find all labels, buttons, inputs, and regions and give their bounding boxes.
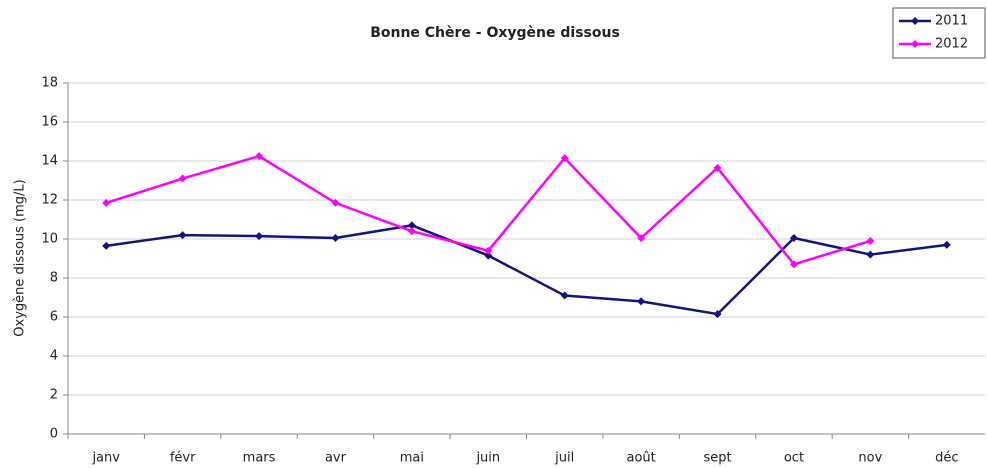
x-tick-label: avr [325, 451, 347, 466]
y-axis-label: Oxygène dissous (mg/L) [13, 179, 28, 336]
point [866, 250, 875, 259]
y-tick-label: 0 [50, 427, 58, 442]
point [484, 251, 493, 260]
y-tick-label: 2 [50, 388, 58, 403]
point [637, 297, 646, 306]
point [102, 241, 111, 250]
point [713, 163, 722, 172]
point [637, 234, 646, 243]
legend-box [892, 7, 986, 59]
y-tick-label: 12 [41, 193, 58, 208]
legend-marker [911, 40, 919, 48]
x-tick-label: juin [475, 451, 500, 466]
y-tick-label: 6 [50, 310, 58, 325]
point [484, 246, 493, 255]
series-line [106, 224, 947, 316]
x-tick-label: janv [91, 451, 120, 466]
point [407, 221, 416, 230]
point [560, 291, 569, 300]
x-tick-label: mars [243, 451, 276, 466]
point [407, 227, 416, 236]
x-tick-label: oct [784, 451, 804, 466]
point [178, 174, 187, 183]
chart-title: Bonne Chère - Oxygène dissous [370, 25, 620, 41]
x-tick-label: juil [554, 451, 574, 466]
point [331, 234, 340, 243]
y-tick-label: 16 [41, 115, 58, 130]
point [560, 154, 569, 163]
x-tick-label: août [626, 451, 655, 466]
legend-label: 2011 [935, 14, 968, 29]
point [255, 232, 264, 241]
point [789, 234, 798, 243]
y-tick-label: 4 [50, 349, 58, 364]
legend-marker [911, 17, 919, 25]
y-tick-label: 8 [50, 271, 58, 286]
x-tick-label: mai [400, 451, 424, 466]
y-tick-label: 18 [41, 76, 58, 91]
point [102, 198, 111, 207]
point [866, 236, 875, 245]
x-tick-label: févr [170, 451, 196, 466]
point [255, 152, 264, 161]
point [178, 231, 187, 240]
point [789, 260, 798, 269]
point [713, 310, 722, 319]
x-tick-label: sept [703, 451, 731, 466]
y-tick-label: 14 [41, 154, 58, 169]
x-tick-label: nov [858, 451, 882, 466]
legend-label: 2012 [935, 37, 968, 52]
point [331, 198, 340, 207]
x-tick-label: déc [935, 451, 958, 466]
y-tick-label: 10 [41, 232, 58, 247]
point [942, 240, 951, 249]
